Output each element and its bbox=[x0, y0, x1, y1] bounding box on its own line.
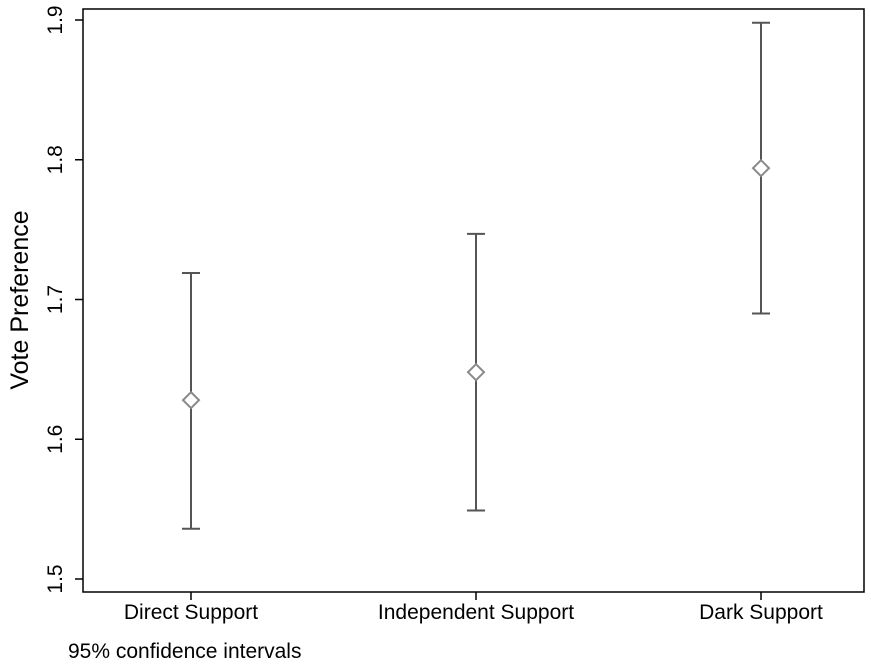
y-axis: 1.5 1.6 1.7 1.8 1.9 bbox=[44, 5, 83, 594]
plot-frame bbox=[82, 8, 865, 593]
errorbar-group bbox=[466, 232, 486, 512]
y-axis-label: Vote Preference bbox=[6, 210, 34, 389]
errorbar-group bbox=[751, 21, 771, 315]
y-tick-label: 1.6 bbox=[44, 425, 67, 454]
plot-marks bbox=[181, 21, 771, 530]
footnote: 95% confidence intervals bbox=[68, 640, 302, 663]
x-tick-label: Direct Support bbox=[124, 601, 258, 624]
y-tick-label: 1.9 bbox=[44, 5, 67, 34]
y-tick-label: 1.7 bbox=[44, 285, 67, 314]
errorbar-group bbox=[181, 271, 201, 530]
point-estimate-marker bbox=[181, 390, 201, 410]
y-tick-label: 1.8 bbox=[44, 145, 67, 174]
x-tick-label: Independent Support bbox=[378, 601, 574, 624]
x-tick-label: Dark Support bbox=[699, 601, 823, 624]
point-estimate-marker bbox=[751, 158, 771, 178]
point-estimate-marker bbox=[466, 362, 486, 382]
y-tick-label: 1.5 bbox=[44, 564, 67, 593]
x-axis: Direct Support Independent Support Dark Su… bbox=[124, 592, 823, 624]
